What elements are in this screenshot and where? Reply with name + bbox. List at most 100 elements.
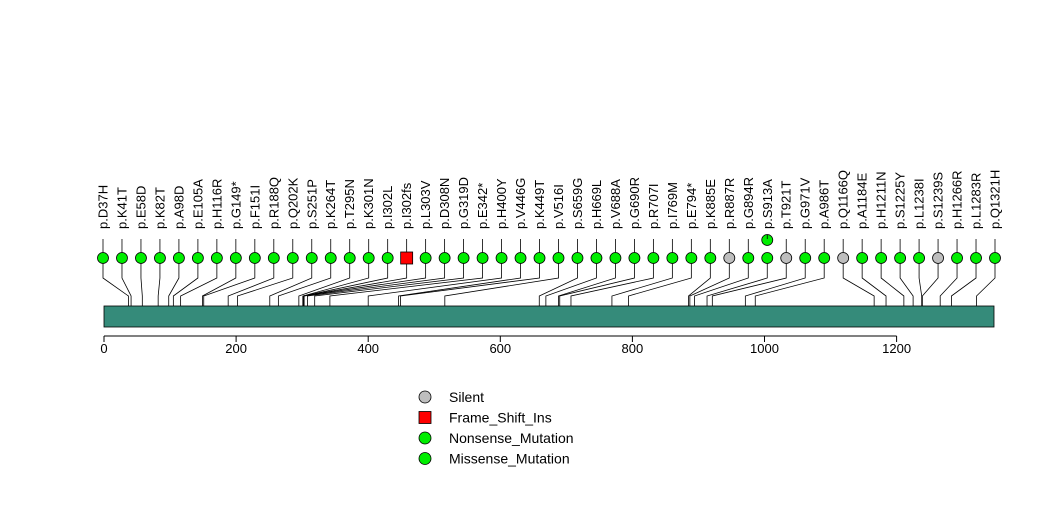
- x-tick-label: 400: [357, 341, 379, 356]
- legend-swatch: [418, 390, 432, 404]
- mutation-marker: [154, 252, 166, 264]
- mutation-label: p.R887R: [722, 178, 737, 229]
- mutation-label: p.H1211N: [874, 171, 889, 229]
- mutation-marker: [381, 252, 394, 264]
- mutation-label: p.K82T: [152, 187, 167, 229]
- mutation-label: p.F151I: [247, 185, 262, 229]
- mutation-label: p.K301N: [361, 178, 376, 229]
- mutation-marker: [951, 252, 963, 264]
- mutation-label: p.Q202K: [285, 177, 300, 229]
- mutation-label: p.T921T: [779, 181, 794, 229]
- mutation-label: p.V446G: [513, 178, 528, 229]
- mutation-marker: [913, 252, 925, 264]
- mutation-marker: [267, 252, 280, 264]
- mutation-marker: [476, 252, 489, 264]
- mutation-marker: [97, 252, 109, 264]
- mutation-label: p.K885E: [703, 179, 718, 229]
- mutation-label: p.T295N: [342, 179, 357, 229]
- mutation-label: p.R188Q: [266, 177, 281, 229]
- mutation-label: p.S1239S: [931, 172, 946, 229]
- mutation-label: p.D308N: [437, 178, 452, 229]
- mutation-label: p.L1238I: [912, 178, 927, 229]
- mutation-marker: [286, 252, 299, 264]
- mutation-label: p.Q1166Q: [836, 170, 851, 229]
- mutation-marker: [419, 252, 432, 264]
- x-tick-label: 800: [622, 341, 644, 356]
- mutation-labels: p.D37H p.K41T p.E58D p.K82T p.A98D p.E105A p.H…: [96, 170, 1003, 253]
- protein-bar: [103, 305, 995, 328]
- mutation-marker: [191, 252, 204, 264]
- mutation-label: p.S913A: [760, 179, 775, 229]
- mutation-marker: [514, 252, 527, 264]
- mutation-label: p.K41T: [114, 187, 129, 229]
- mutation-label: p.H1266R: [950, 170, 965, 229]
- mutation-label: p.G149*: [228, 181, 243, 229]
- mutation-marker: [970, 252, 982, 264]
- mutation-marker: [305, 252, 318, 264]
- mutation-marker: [533, 252, 546, 264]
- mutation-label: p.Q1321H: [988, 170, 1003, 229]
- mutation-label: p.G971V: [798, 177, 813, 229]
- mutation-label: p.L303V: [418, 180, 433, 229]
- mutation-marker: [799, 252, 812, 264]
- mutation-marker: [210, 252, 223, 264]
- x-tick-label: 200: [225, 341, 247, 356]
- mutation-label: p.K264T: [323, 180, 338, 229]
- mutation-marker: [742, 252, 755, 264]
- mutation-marker: [571, 252, 584, 264]
- mutation-label: p.E58D: [133, 186, 148, 229]
- mutation-label: p.I302fs: [399, 182, 414, 229]
- mutation-marker: [666, 252, 679, 264]
- x-tick-label: 0: [100, 341, 107, 356]
- mutation-label: p.G894R: [741, 177, 756, 229]
- mutation-label: p.A98D: [171, 186, 186, 229]
- mutation-label: p.E105A: [190, 179, 205, 229]
- mutation-marker: [438, 252, 451, 264]
- mutation-marker: [685, 252, 698, 264]
- legend-swatch: [418, 431, 432, 445]
- legend: Silent Frame_Shift_Ins Nonsense_Mutation Mi…: [418, 389, 574, 467]
- mutation-marker: [324, 252, 337, 264]
- x-tick-label: 1000: [750, 341, 779, 356]
- mutation-marker: [723, 252, 736, 264]
- mutation-marker: [400, 251, 414, 265]
- mutation-marker: [856, 252, 869, 264]
- mutation-label: p.S1225Y: [893, 172, 908, 229]
- mutation-label: p.A1184E: [855, 173, 870, 229]
- mutation-marker: [248, 252, 261, 264]
- mutation-label: p.V516I: [551, 184, 566, 229]
- legend-label: Frame_Shift_Ins: [449, 410, 552, 426]
- mutation-marker: [647, 252, 660, 264]
- mutation-marker: [135, 252, 147, 264]
- mutation-marker: [609, 252, 622, 264]
- mutation-label: p.S251P: [304, 179, 319, 229]
- mutation-label: p.I302L: [380, 186, 395, 229]
- mutation-label: p.R707I: [646, 183, 661, 229]
- mutation-label: p.D37H: [96, 185, 111, 229]
- mutation-label: p.A986T: [817, 180, 832, 229]
- mutation-marker: [229, 252, 242, 264]
- mutation-marker: [495, 252, 508, 264]
- legend-swatch: [418, 452, 432, 465]
- mutation-label: p.V688A: [608, 179, 623, 229]
- mutation-label: p.E342*: [475, 183, 490, 229]
- mutation-marker: [761, 252, 774, 264]
- legend-label: Nonsense_Mutation: [449, 430, 574, 446]
- mutation-marker: [343, 252, 356, 264]
- mutation-marker: [362, 252, 375, 264]
- mutation-marker: [837, 252, 850, 264]
- mutation-label: p.I769M: [665, 182, 680, 229]
- mutation-marker: [875, 252, 888, 264]
- mutation-label: p.H400Y: [494, 178, 509, 229]
- mutation-label: p.H116R: [209, 179, 224, 229]
- mutation-marker: [818, 252, 831, 264]
- mutation-label: p.G690R: [627, 177, 642, 229]
- mutation-marker: [932, 252, 944, 264]
- legend-label: Silent: [449, 389, 484, 405]
- mutation-label: p.E794*: [684, 183, 699, 229]
- x-tick-label: 1200: [882, 341, 911, 356]
- legend-swatch: [418, 411, 432, 424]
- legend-label: Missense_Mutation: [449, 451, 570, 467]
- mutation-label: p.H669L: [589, 180, 604, 229]
